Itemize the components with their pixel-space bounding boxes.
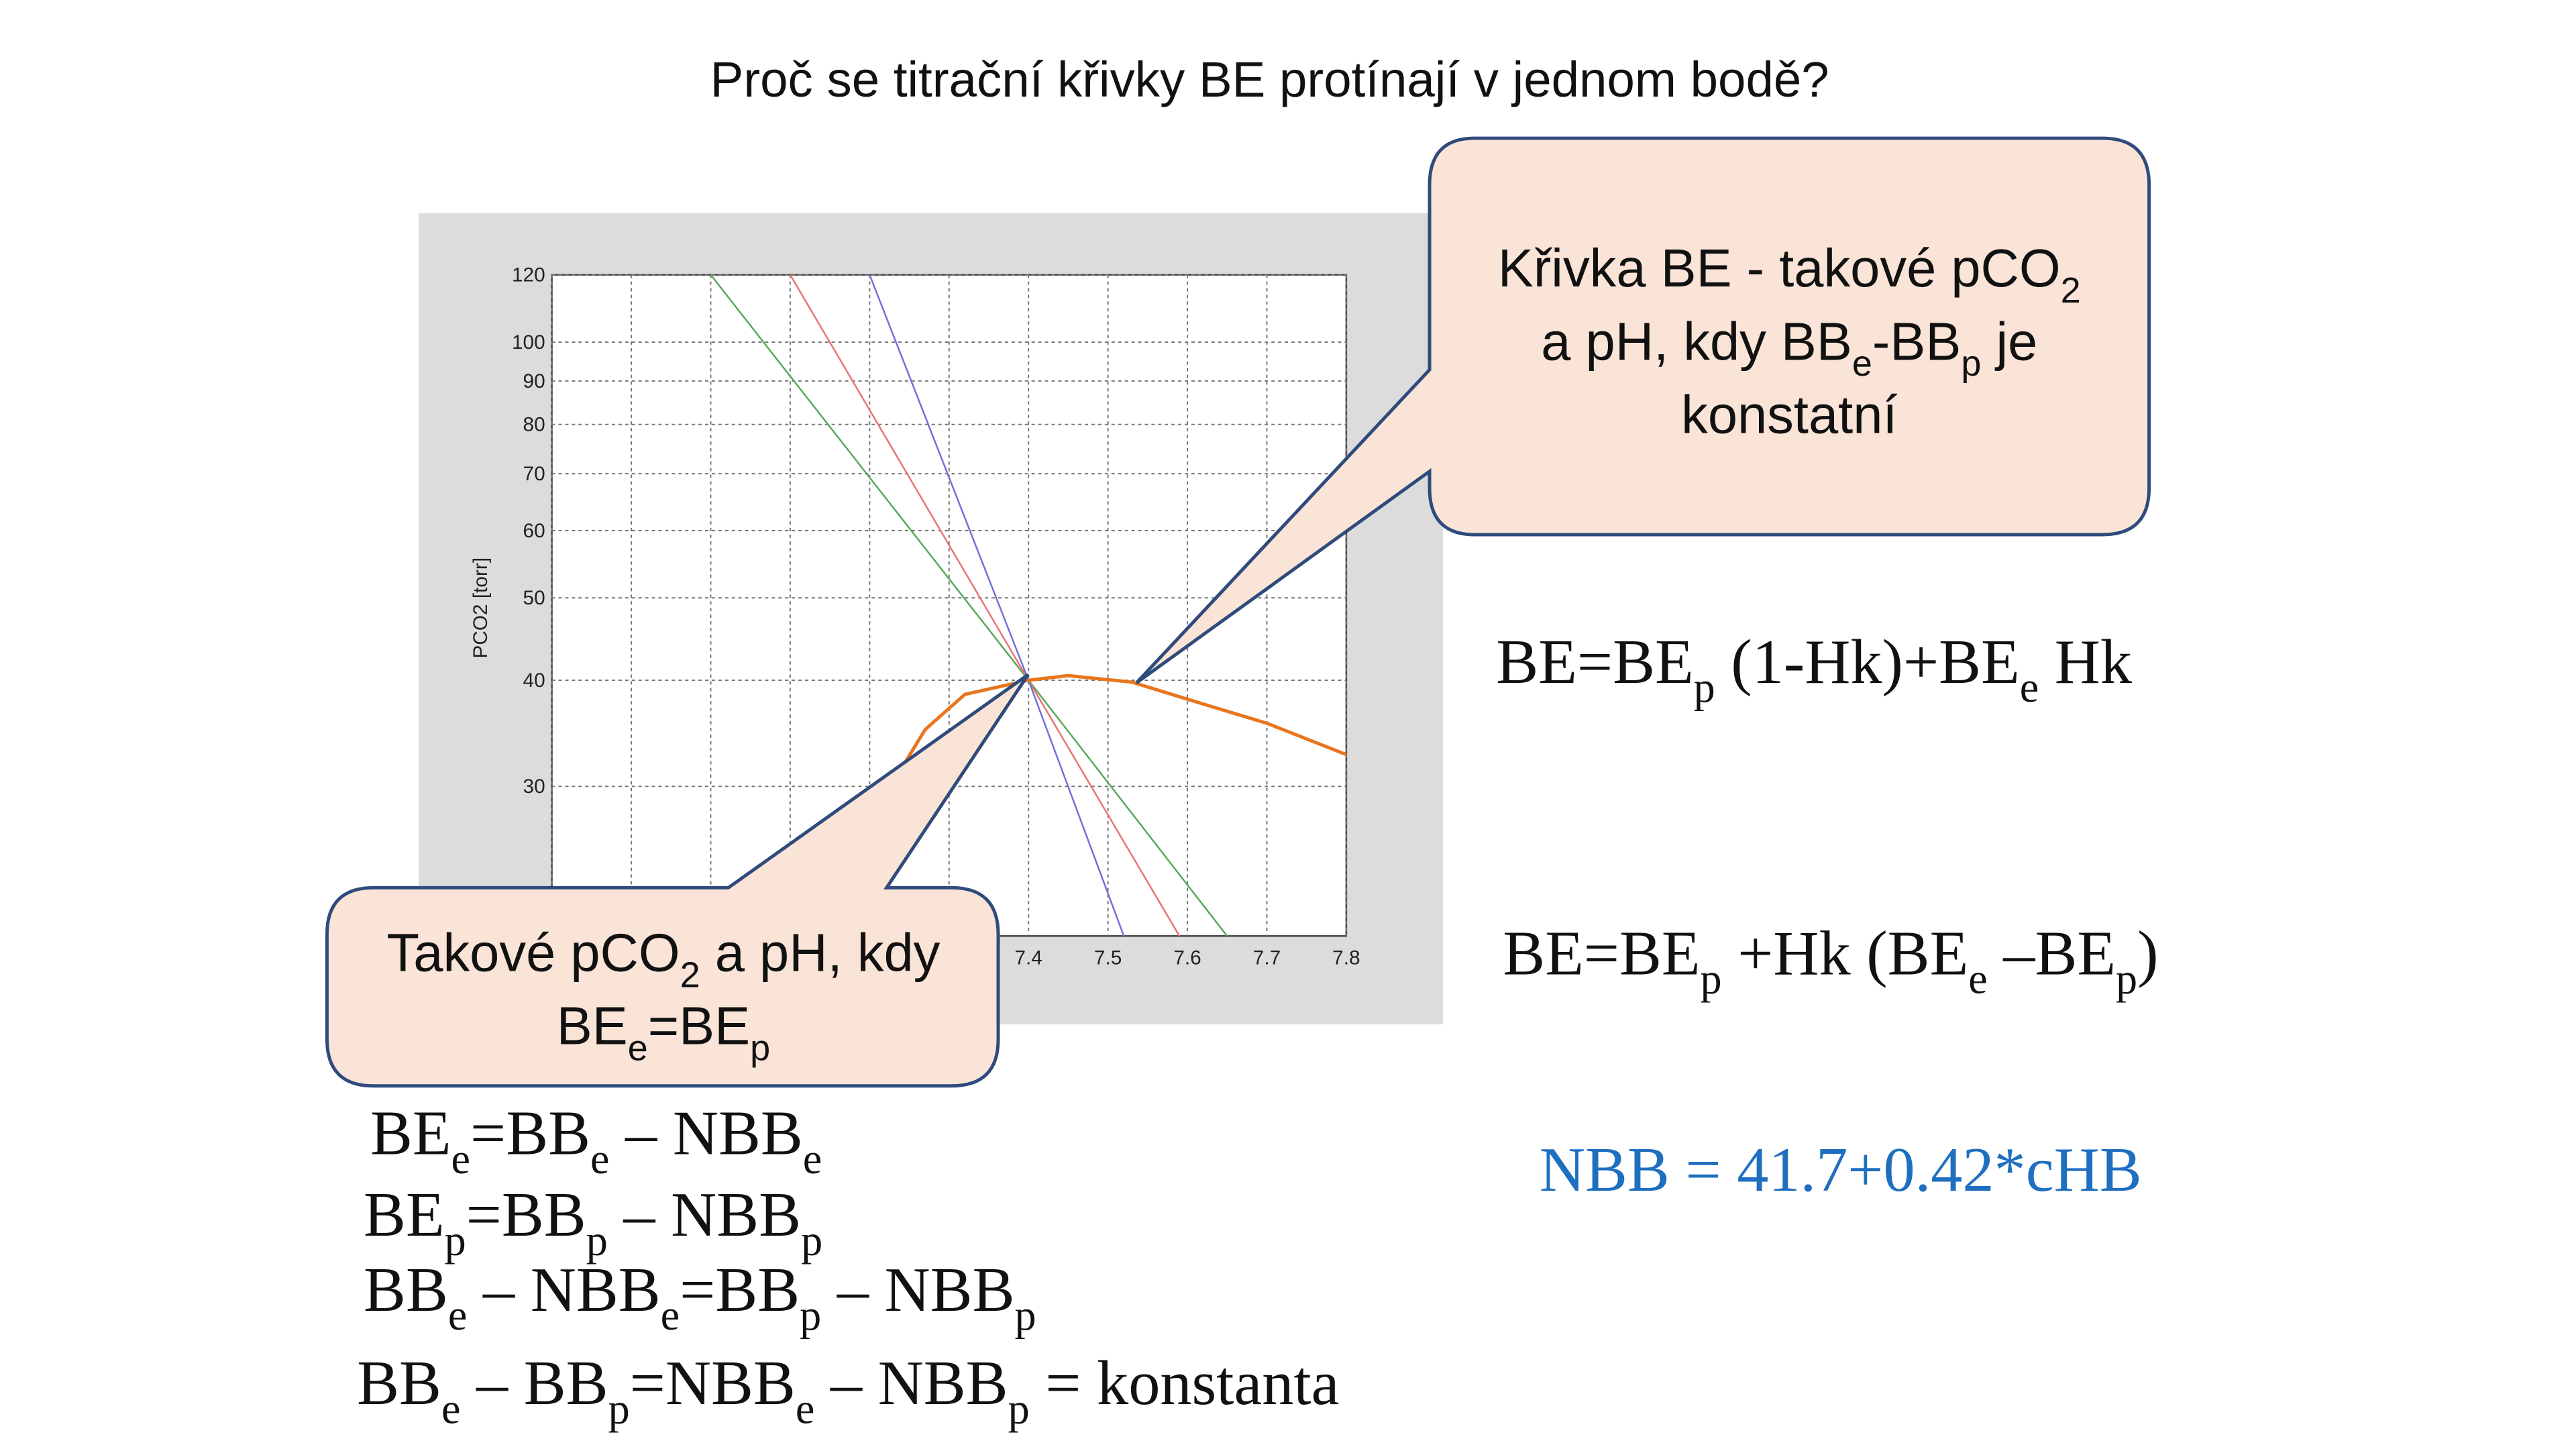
y-tick-label: 40 (523, 669, 545, 692)
x-tick-label: 7.8 (1332, 947, 1360, 969)
subscript: p (608, 1385, 630, 1432)
y-tick-label: 60 (523, 520, 545, 542)
x-tick-label: 7.7 (1253, 947, 1281, 969)
text-run: a pH, kdy (700, 922, 941, 982)
subscript: e (448, 1291, 467, 1339)
subscript: e (803, 1135, 822, 1183)
slide-title: Proč se titrační křivky BE protínají v j… (710, 52, 1829, 107)
text-line: Křivka BE - takové pCO2 (1498, 238, 2081, 311)
text-line: a pH, kdy BBe-BBp je (1541, 311, 2037, 384)
text-line: BEp=BBp – NBBp (364, 1180, 822, 1264)
text-run: BB (357, 1348, 441, 1418)
text-run: Hk (2039, 627, 2133, 697)
text-run: – BB (460, 1348, 608, 1418)
text-run: =NBB (630, 1348, 796, 1418)
text-run: =BB (466, 1180, 586, 1250)
text-line: Takové pCO2 a pH, kdy (387, 922, 941, 995)
text-run: –BE (1988, 918, 2116, 988)
text-run: konstatní (1681, 385, 1897, 445)
text-run: BE (557, 996, 628, 1056)
subscript: e (1968, 955, 1987, 1003)
text-run: BB (364, 1255, 448, 1325)
text-run: = konstanta (1030, 1348, 1340, 1418)
text-run: BE (370, 1099, 451, 1169)
subscript: p (1694, 663, 1715, 711)
y-tick-label: 30 (523, 775, 545, 798)
subscript: e (628, 1028, 648, 1069)
y-tick-label: 50 (523, 587, 545, 609)
text-run: BE (364, 1180, 445, 1250)
x-tick-label: 7.5 (1094, 947, 1122, 969)
subscript: p (1015, 1291, 1036, 1339)
text-run: – NBB (467, 1255, 660, 1325)
text-run: +Hk (BE (1722, 918, 1969, 988)
y-tick-label: 100 (512, 331, 545, 354)
subscript: e (441, 1385, 460, 1432)
text-run: – NBB (608, 1180, 801, 1250)
subscript: e (661, 1291, 680, 1339)
text-run: =BE (648, 996, 750, 1056)
text-line: BE=BEp +Hk (BEe –BEp) (1503, 918, 2158, 1002)
text-run: Takové pCO (387, 922, 680, 982)
text-line: BBe – NBBe=BBp – NBBp (364, 1255, 1036, 1339)
text-line: BEe=BEp (557, 996, 770, 1069)
text-run: (1-Hk)+BE (1715, 627, 2020, 697)
y-tick-label: 90 (523, 370, 545, 392)
data-line (900, 674, 1347, 769)
text-run: – NBB (610, 1099, 803, 1169)
y-tick-label: 80 (523, 414, 545, 436)
subscript: e (796, 1385, 814, 1432)
text-run: ) (2137, 918, 2158, 988)
text-run: =BB (470, 1099, 590, 1169)
subscript: p (586, 1217, 608, 1265)
subscript: p (1008, 1385, 1030, 1432)
x-tick-label: 7.6 (1173, 947, 1201, 969)
plot: 304050607080901001206.86.97.07.17.27.37.… (470, 264, 1360, 969)
text-run: BE=BE (1496, 627, 1693, 697)
y-tick-label: 70 (523, 463, 545, 485)
subscript: p (445, 1217, 466, 1265)
callout-bubble (1135, 136, 2151, 684)
text-line: BBe – BBp=NBBe – NBBp = konstanta (357, 1348, 1339, 1432)
subscript: p (801, 1217, 822, 1265)
y-axis-label: PCO2 [torr] (470, 557, 492, 659)
text-run: -BB (1872, 311, 1961, 371)
subscript: p (1701, 955, 1722, 1003)
subscript: p (1961, 343, 1981, 384)
text-run: NBB = 41.7+0.42*cHB (1540, 1135, 2142, 1205)
text-run: Křivka BE - takové pCO (1498, 238, 2061, 298)
text-run: – NBB (821, 1255, 1014, 1325)
text-run: =BB (680, 1255, 800, 1325)
text-line: BE=BEp (1-Hk)+BEe Hk (1496, 627, 2133, 711)
subscript: 2 (680, 955, 700, 995)
y-tick-label: 120 (512, 264, 545, 286)
text-line: NBB = 41.7+0.42*cHB (1540, 1135, 2142, 1205)
subscript: p (750, 1028, 770, 1069)
subscript: 2 (2061, 270, 2081, 311)
subscript: p (2116, 955, 2137, 1003)
text-run: a pH, kdy BB (1541, 311, 1852, 371)
text-line: konstatní (1681, 385, 1897, 445)
subscript: e (1852, 343, 1872, 384)
subscript: e (451, 1135, 470, 1183)
text-run: BE=BE (1503, 918, 1700, 988)
text-line: BEe=BBe – NBBe (370, 1099, 822, 1183)
x-tick-label: 7.4 (1014, 947, 1042, 969)
subscript: p (800, 1291, 821, 1339)
subscript: e (2020, 663, 2039, 711)
text-run: – NBB (814, 1348, 1008, 1418)
subscript: e (590, 1135, 609, 1183)
callout-bubble (325, 673, 1030, 1088)
text-run: je (1981, 311, 2037, 371)
